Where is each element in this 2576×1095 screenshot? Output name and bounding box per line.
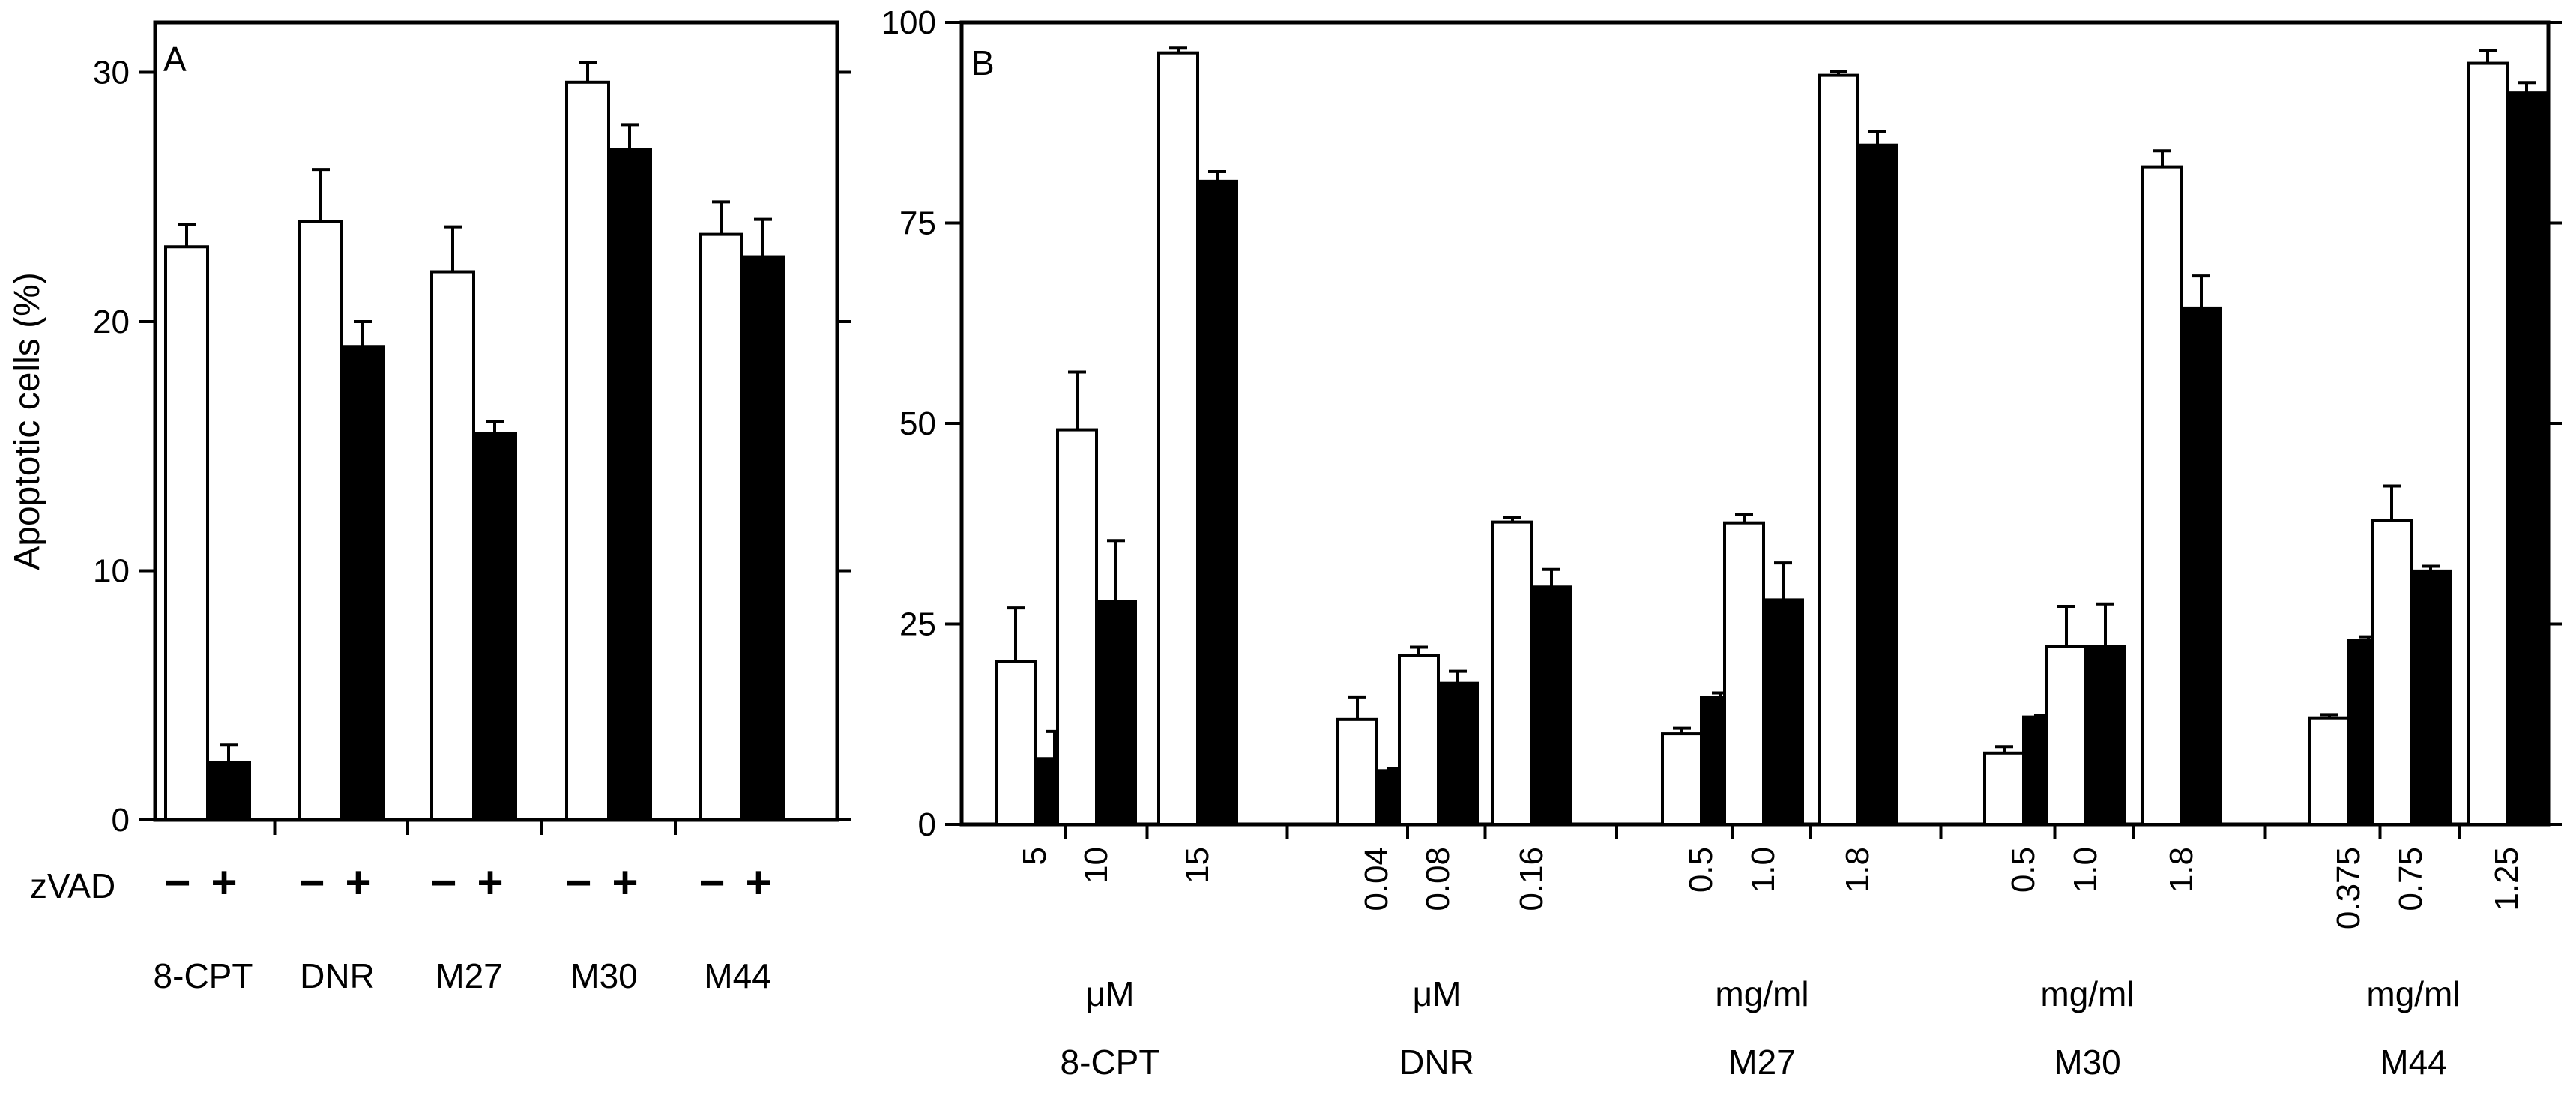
bar-open-b: [1157, 51, 1199, 826]
dose-label: 0.5: [2005, 847, 2042, 893]
bar-open-b: [1398, 654, 1440, 826]
y-tick-label-a: 30: [93, 55, 130, 91]
bar-filled-b: [1437, 681, 1479, 826]
bar-open-b: [1336, 717, 1378, 827]
bar-filled-b: [2506, 91, 2548, 827]
bar-open-b: [2467, 61, 2509, 826]
dose-label: 0.75: [2392, 847, 2429, 911]
dose-label: 0.375: [2330, 847, 2367, 929]
zvad-row-label: zVAD: [30, 866, 115, 905]
dose-label: 1.8: [1839, 847, 1876, 893]
dose-label: 1.0: [2067, 847, 2104, 893]
unit-label: mg/ml: [2366, 974, 2460, 1013]
bar-open-a: [565, 80, 610, 822]
bar-filled-a: [472, 432, 517, 821]
zvad-plus: +: [477, 857, 503, 908]
drug-label: M44: [2380, 1043, 2446, 1082]
bar-filled-a: [607, 148, 652, 821]
drug-label: 8-CPT: [1061, 1043, 1160, 1082]
unit-label: mg/ml: [2040, 974, 2134, 1013]
dose-label: 1.0: [1745, 847, 1782, 893]
bar-open-a: [298, 220, 343, 821]
dose-label: 15: [1179, 847, 1216, 884]
zvad-plus: +: [345, 857, 371, 908]
bar-open-a: [164, 245, 209, 821]
panel-label-b: B: [971, 43, 995, 82]
unit-label: mg/ml: [1715, 974, 1809, 1013]
dose-label: 1.8: [2163, 847, 2200, 893]
y-tick-label-a: 20: [93, 304, 130, 340]
dose-label: 0.08: [1420, 847, 1456, 911]
bar-open-b: [995, 660, 1037, 826]
y-tick-label-a: 0: [112, 802, 130, 839]
bar-open-b: [1056, 428, 1098, 826]
bar-filled-b: [1095, 600, 1137, 826]
bar-open-b: [2141, 165, 2183, 827]
category-label-a: M27: [435, 956, 502, 995]
unit-label: μM: [1413, 974, 1462, 1013]
dose-label: 0.5: [1683, 847, 1719, 893]
bar-filled-b: [1762, 598, 1804, 827]
y-axis-title-a: Apoptotic cells (%): [7, 272, 47, 570]
bar-filled-a: [206, 761, 251, 822]
bar-open-a: [699, 232, 743, 821]
y-tick-label-b: 50: [899, 405, 936, 442]
drug-label: DNR: [1399, 1043, 1474, 1082]
unit-label: μM: [1086, 974, 1135, 1013]
bar-open-b: [1491, 520, 1533, 826]
bar-filled-a: [340, 345, 385, 821]
bar-open-b: [1661, 732, 1703, 827]
category-label-a: M44: [704, 956, 770, 995]
panel-b: B 0 25 50 75 100 5 10 15 μM 8-CPT 0.04 0.08 0.16 μM DNR…: [881, 4, 2562, 1082]
bar-open-b: [2308, 716, 2350, 826]
y-tick-label-a: 10: [93, 553, 130, 590]
bar-filled-b: [1530, 585, 1572, 827]
dose-label: 1.25: [2488, 847, 2525, 911]
bar-open-a: [430, 270, 475, 821]
zvad-minus: −: [430, 857, 456, 908]
bar-open-b: [2045, 645, 2087, 827]
dose-label: 0.04: [1358, 847, 1395, 911]
zvad-minus: −: [699, 857, 725, 908]
category-label-a: 8-CPT: [154, 956, 253, 995]
bar-filled-a: [740, 255, 785, 821]
bar-filled-b: [2410, 569, 2452, 826]
panel-label-a: A: [163, 40, 187, 79]
bar-open-b: [2371, 519, 2413, 826]
drug-label: M30: [2054, 1043, 2120, 1082]
zvad-minus: −: [565, 857, 591, 908]
bar-filled-b: [2180, 306, 2222, 827]
zvad-plus: +: [612, 857, 638, 908]
bar-filled-b: [2084, 645, 2126, 827]
zvad-plus: +: [745, 857, 771, 908]
dose-label: 5: [1016, 847, 1053, 865]
y-tick-label-b: 100: [881, 4, 936, 41]
zvad-minus: −: [164, 857, 190, 908]
zvad-plus: +: [211, 857, 237, 908]
bar-open-b: [1983, 751, 2025, 827]
category-label-a: DNR: [300, 956, 375, 995]
bar-open-b: [1723, 521, 1765, 826]
bar-filled-b: [1196, 179, 1238, 827]
bar-filled-b: [1856, 143, 1898, 826]
bar-open-b: [1818, 73, 1859, 827]
drug-label: M27: [1728, 1043, 1795, 1082]
y-tick-label-b: 75: [899, 205, 936, 242]
y-tick-label-b: 0: [918, 806, 936, 843]
dose-label: 0.16: [1513, 847, 1550, 911]
zvad-minus: −: [298, 857, 325, 908]
category-label-a: M30: [570, 956, 637, 995]
dose-label: 10: [1078, 847, 1114, 884]
y-tick-label-b: 25: [899, 606, 936, 643]
